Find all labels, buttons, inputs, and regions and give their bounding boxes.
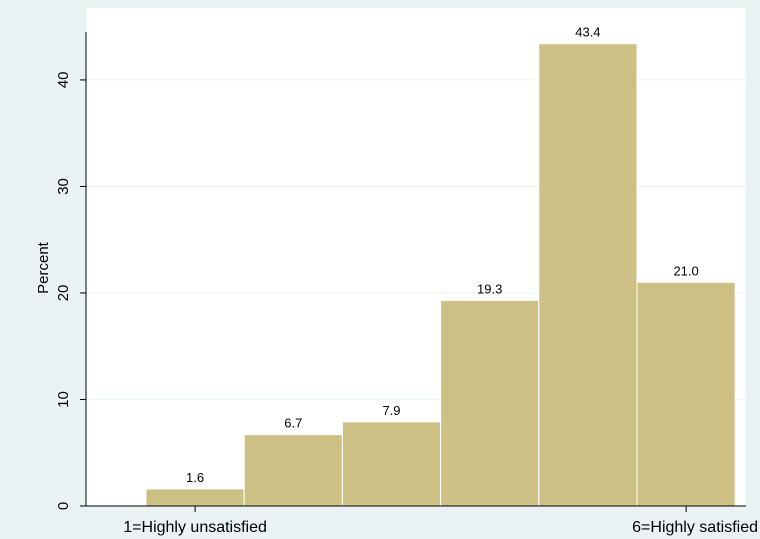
bar-5 [538, 43, 638, 507]
bar-label-5: 43.4 [575, 25, 600, 40]
y-tick-label-10: 10 [55, 391, 72, 408]
bar-2 [243, 434, 343, 507]
bar-label-1: 1.6 [186, 470, 204, 485]
bar-1 [145, 488, 245, 507]
x-ticks: 1=Highly unsatisfied 6=Highly satisfied [123, 506, 758, 536]
y-ticks: 0 10 20 30 40 [55, 72, 86, 510]
bar-6 [636, 281, 736, 507]
y-tick-label-20: 20 [55, 285, 72, 302]
bar-3 [341, 421, 442, 507]
bar-label-2: 6.7 [284, 416, 302, 431]
bar-label-3: 7.9 [382, 403, 400, 418]
y-axis-title: Percent [35, 241, 52, 294]
axes [85, 32, 746, 507]
y-tick-label-0: 0 [55, 502, 72, 510]
bar-4 [440, 299, 540, 507]
x-tick-label-1: 1=Highly unsatisfied [123, 519, 267, 536]
bar-label-4: 19.3 [477, 281, 502, 296]
x-tick-label-6: 6=Highly satisfied [632, 519, 758, 536]
bar-labels: 1.6 6.7 7.9 19.3 43.4 21.0 [186, 25, 699, 485]
bar-label-6: 21.0 [673, 263, 698, 278]
bars [145, 43, 736, 507]
y-tick-label-30: 30 [55, 178, 72, 195]
y-tick-label-40: 40 [55, 72, 72, 89]
